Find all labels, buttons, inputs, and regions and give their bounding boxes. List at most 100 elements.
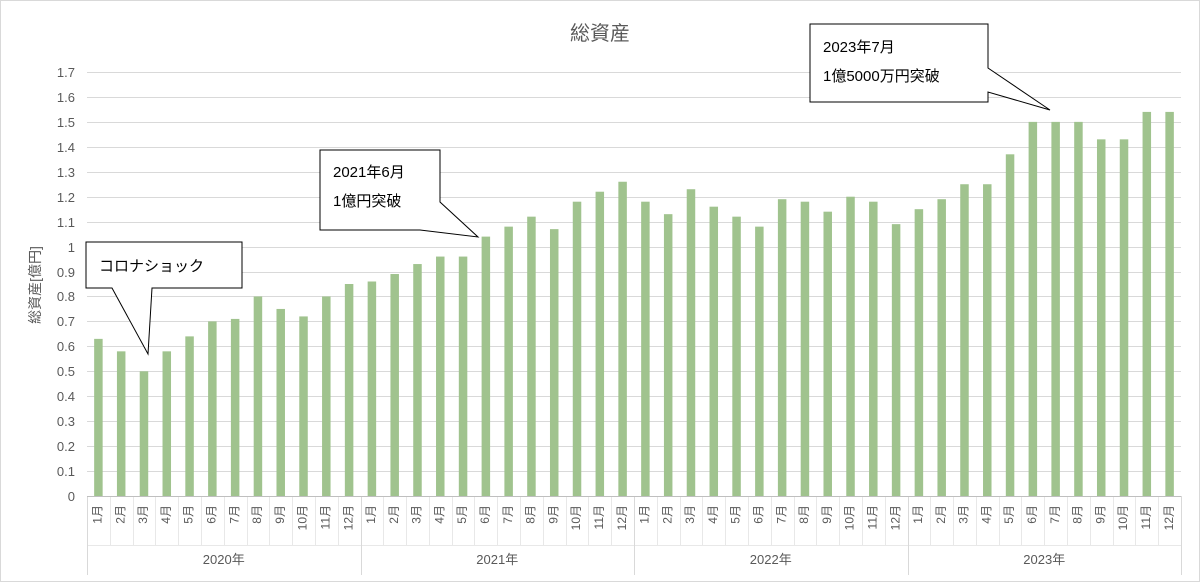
bar — [1051, 121, 1060, 496]
bar — [800, 201, 810, 496]
bar — [436, 256, 445, 496]
annotation-text: 2021年6月 — [333, 164, 405, 181]
month-label: 5月 — [455, 505, 469, 524]
bar — [937, 199, 946, 496]
month-label: 7月 — [501, 505, 515, 524]
bar — [1165, 111, 1174, 496]
y-tick-label: 0.2 — [57, 439, 75, 454]
month-label: 2月 — [387, 505, 401, 524]
year-label: 2021年 — [476, 552, 518, 567]
y-tick-label: 1.3 — [57, 165, 75, 180]
month-label: 4月 — [706, 505, 720, 524]
month-label: 6月 — [205, 505, 219, 524]
month-label: 11月 — [592, 505, 606, 529]
month-label: 1月 — [638, 505, 652, 524]
year-label: 2023年 — [1023, 552, 1065, 567]
y-tick-label: 0.5 — [57, 364, 75, 379]
bar — [549, 229, 559, 497]
bar — [94, 338, 103, 496]
bar — [686, 189, 696, 497]
y-tick-label: 0.3 — [57, 414, 75, 429]
bar — [1096, 139, 1106, 496]
y-tick-label: 0.4 — [57, 389, 75, 404]
chart-title: 総資産 — [570, 22, 630, 45]
y-tick-label: 0.9 — [57, 265, 75, 280]
month-label: 11月 — [318, 505, 332, 529]
bar — [1074, 121, 1083, 496]
month-label: 9月 — [546, 505, 560, 524]
month-label: 12月 — [888, 505, 902, 530]
bar — [1028, 121, 1038, 496]
annotation-text: 2023年7月 — [823, 39, 895, 56]
month-label: 10月 — [569, 505, 583, 530]
annotation-covid-shock: コロナショック — [85, 241, 243, 356]
bar — [641, 201, 650, 496]
bar — [185, 336, 194, 496]
callout-shape — [85, 241, 243, 356]
y-tick-label: 0.8 — [57, 289, 75, 304]
month-label: 1月 — [911, 505, 925, 524]
bar — [663, 214, 673, 496]
y-tick-label: 0.7 — [57, 314, 75, 329]
annotation-text: 1億円突破 — [333, 193, 401, 210]
year-label: 2020年 — [203, 552, 245, 567]
month-label: 8月 — [250, 505, 264, 524]
month-label: 6月 — [752, 505, 766, 524]
y-axis-title: 総資産[億円] — [27, 246, 43, 324]
y-tick-label: 0.6 — [57, 339, 75, 354]
bar — [162, 351, 172, 496]
bar — [390, 274, 399, 496]
bar — [458, 256, 468, 496]
month-label: 8月 — [1071, 505, 1085, 524]
y-tick-label: 1 — [68, 240, 75, 255]
month-label: 5月 — [182, 505, 196, 524]
month-label: 1月 — [91, 505, 105, 524]
bar — [869, 201, 878, 496]
month-label: 7月 — [227, 505, 241, 524]
bar — [276, 308, 285, 496]
y-tick-label: 1.2 — [57, 190, 75, 205]
month-label: 4月 — [432, 505, 446, 524]
month-label: 8月 — [797, 505, 811, 524]
month-label: 4月 — [159, 505, 173, 524]
y-tick-label: 0 — [68, 489, 75, 504]
month-label: 12月 — [615, 505, 629, 530]
month-label: 5月 — [729, 505, 743, 524]
annotation-text: コロナショック — [99, 258, 204, 275]
month-label: 12月 — [341, 505, 355, 530]
bar — [1142, 111, 1152, 496]
bar — [983, 184, 992, 496]
bar — [504, 226, 513, 496]
month-label: 9月 — [273, 505, 287, 524]
month-label: 2月 — [113, 505, 127, 524]
bar — [208, 321, 217, 496]
bar — [846, 196, 855, 497]
bar — [732, 216, 741, 497]
bar — [299, 316, 308, 496]
bar — [914, 209, 924, 497]
annotation-text: 1億5000万円突破 — [823, 68, 940, 85]
month-label: 10月 — [296, 505, 310, 530]
y-tick-label: 1.4 — [57, 140, 75, 155]
month-label: 7月 — [774, 505, 788, 524]
month-label: 7月 — [1048, 505, 1062, 524]
month-label: 2月 — [934, 505, 948, 524]
callout-shape — [809, 23, 1051, 111]
month-label: 6月 — [478, 505, 492, 524]
bar — [253, 296, 263, 496]
month-label: 6月 — [1025, 505, 1039, 524]
bar — [481, 236, 491, 497]
bar — [572, 201, 582, 496]
month-label: 3月 — [957, 505, 971, 524]
bar — [527, 216, 536, 497]
month-label: 5月 — [1002, 505, 1016, 524]
y-axis-ticks: 0 0.1 0.2 0.3 0.4 0.5 0.6 0.7 0.8 0.9 1 1.1 1.2 1.3 1.… — [57, 65, 75, 504]
y-tick-label: 1.5 — [57, 115, 75, 130]
month-label: 9月 — [820, 505, 834, 524]
bar — [823, 211, 832, 496]
bar — [891, 224, 901, 496]
bar — [709, 206, 719, 496]
bar — [595, 191, 605, 496]
bar — [139, 371, 149, 496]
